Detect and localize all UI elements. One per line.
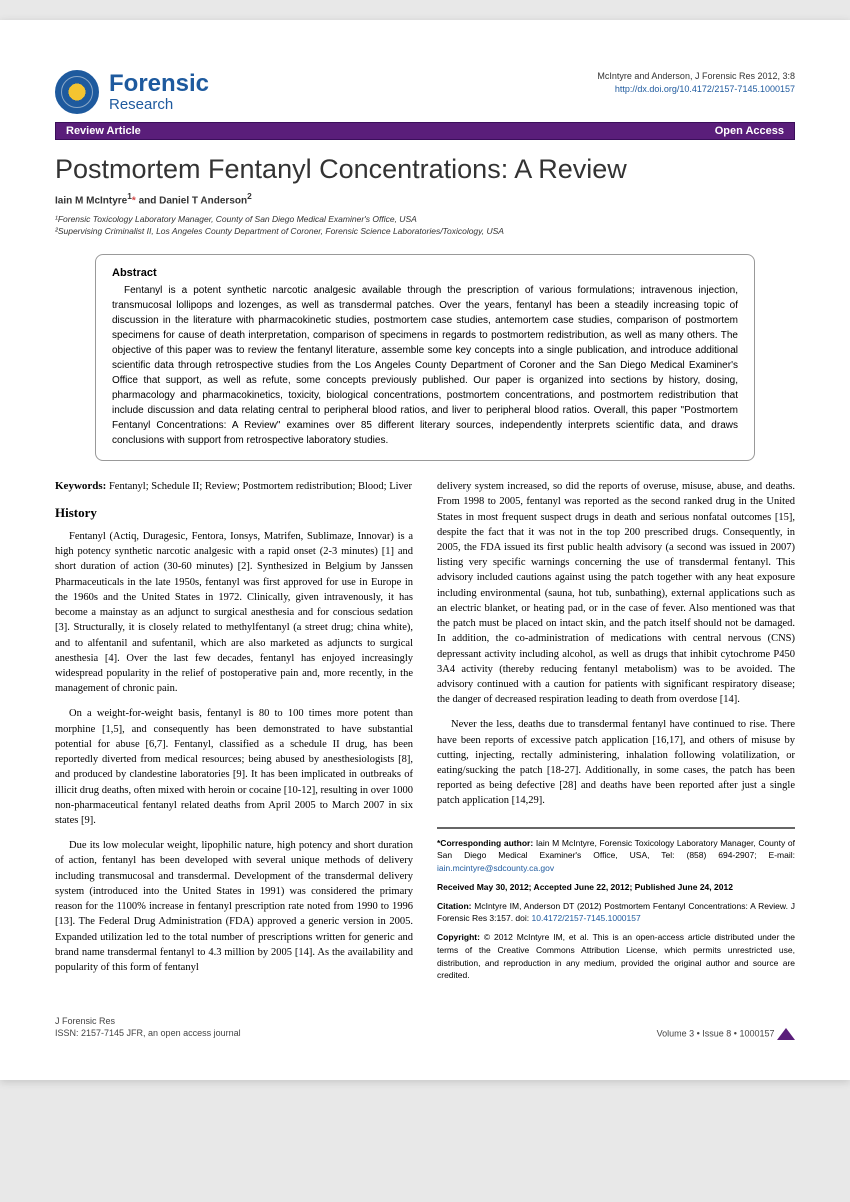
journal-title-sub: Research xyxy=(109,96,209,113)
body-para: delivery system increased, so did the re… xyxy=(437,479,795,707)
citation-line: McIntyre and Anderson, J Forensic Res 20… xyxy=(597,70,795,83)
header-row: Forensic Research McIntyre and Anderson,… xyxy=(55,70,795,114)
abstract-heading: Abstract xyxy=(112,267,738,279)
open-access-label: Open Access xyxy=(715,125,784,137)
correspondence-box: *Corresponding author: Iain M McIntyre, … xyxy=(437,827,795,983)
citation-label: Citation: xyxy=(437,901,471,911)
affiliations: ¹Forensic Toxicology Laboratory Manager,… xyxy=(55,214,795,238)
left-column: Keywords: Fentanyl; Schedule II; Review;… xyxy=(55,479,413,988)
history-heading: History xyxy=(55,505,413,521)
authors: Iain M McIntyre1* and Daniel T Anderson2 xyxy=(55,191,795,206)
body-para: On a weight-for-weight basis, fentanyl i… xyxy=(55,706,413,828)
header-citation: McIntyre and Anderson, J Forensic Res 20… xyxy=(597,70,795,95)
body-para: Fentanyl (Actiq, Duragesic, Fentora, Ion… xyxy=(55,529,413,696)
affiliation-1: ¹Forensic Toxicology Laboratory Manager,… xyxy=(55,214,795,226)
copyright-text: © 2012 McIntyre IM, et al. This is an op… xyxy=(437,932,795,980)
copyright-label: Copyright: xyxy=(437,932,480,942)
abstract-box: Abstract Fentanyl is a potent synthetic … xyxy=(95,254,755,461)
footer-issn: ISSN: 2157-7145 JFR, an open access jour… xyxy=(55,1028,241,1040)
article-title: Postmortem Fentanyl Concentrations: A Re… xyxy=(55,154,795,185)
journal-title: Forensic Research xyxy=(109,72,209,113)
footer-right: Volume 3 • Issue 8 • 1000157 xyxy=(657,1028,795,1040)
citation-block: Citation: McIntyre IM, Anderson DT (2012… xyxy=(437,900,795,926)
corr-email-link[interactable]: iain.mcintyre@sdcounty.ca.gov xyxy=(437,863,554,873)
dates-text: Received May 30, 2012; Accepted June 22,… xyxy=(437,882,733,892)
affiliation-2: ²Supervising Criminalist II, Los Angeles… xyxy=(55,226,795,238)
footer-volume: Volume 3 • Issue 8 • 1000157 xyxy=(657,1028,775,1038)
ribbon-bar: Review Article Open Access xyxy=(55,122,795,140)
triangle-icon xyxy=(777,1028,795,1040)
publisher-logo-icon xyxy=(55,70,99,114)
page: Forensic Research McIntyre and Anderson,… xyxy=(0,20,850,1080)
article-type-label: Review Article xyxy=(66,125,141,137)
keywords-text: Fentanyl; Schedule II; Review; Postmorte… xyxy=(109,481,412,492)
right-column: delivery system increased, so did the re… xyxy=(437,479,795,988)
body-para: Due its low molecular weight, lipophilic… xyxy=(55,838,413,975)
body-para: Never the less, deaths due to transderma… xyxy=(437,717,795,808)
journal-brand: Forensic Research xyxy=(55,70,209,114)
corr-label: *Corresponding author: xyxy=(437,838,533,848)
journal-title-main: Forensic xyxy=(109,72,209,96)
abstract-text: Fentanyl is a potent synthetic narcotic … xyxy=(112,283,738,448)
footer-journal: J Forensic Res xyxy=(55,1016,241,1028)
corresponding-author: *Corresponding author: Iain M McIntyre, … xyxy=(437,837,795,875)
body-columns: Keywords: Fentanyl; Schedule II; Review;… xyxy=(55,479,795,988)
citation-doi-link[interactable]: 10.4172/2157-7145.1000157 xyxy=(532,913,641,923)
footer-left: J Forensic Res ISSN: 2157-7145 JFR, an o… xyxy=(55,1016,241,1039)
copyright-block: Copyright: © 2012 McIntyre IM, et al. Th… xyxy=(437,931,795,982)
page-footer: J Forensic Res ISSN: 2157-7145 JFR, an o… xyxy=(55,1016,795,1039)
keywords-line: Keywords: Fentanyl; Schedule II; Review;… xyxy=(55,479,413,495)
article-dates: Received May 30, 2012; Accepted June 22,… xyxy=(437,881,795,894)
doi-link[interactable]: http://dx.doi.org/10.4172/2157-7145.1000… xyxy=(615,84,795,94)
keywords-label: Keywords: xyxy=(55,480,106,492)
